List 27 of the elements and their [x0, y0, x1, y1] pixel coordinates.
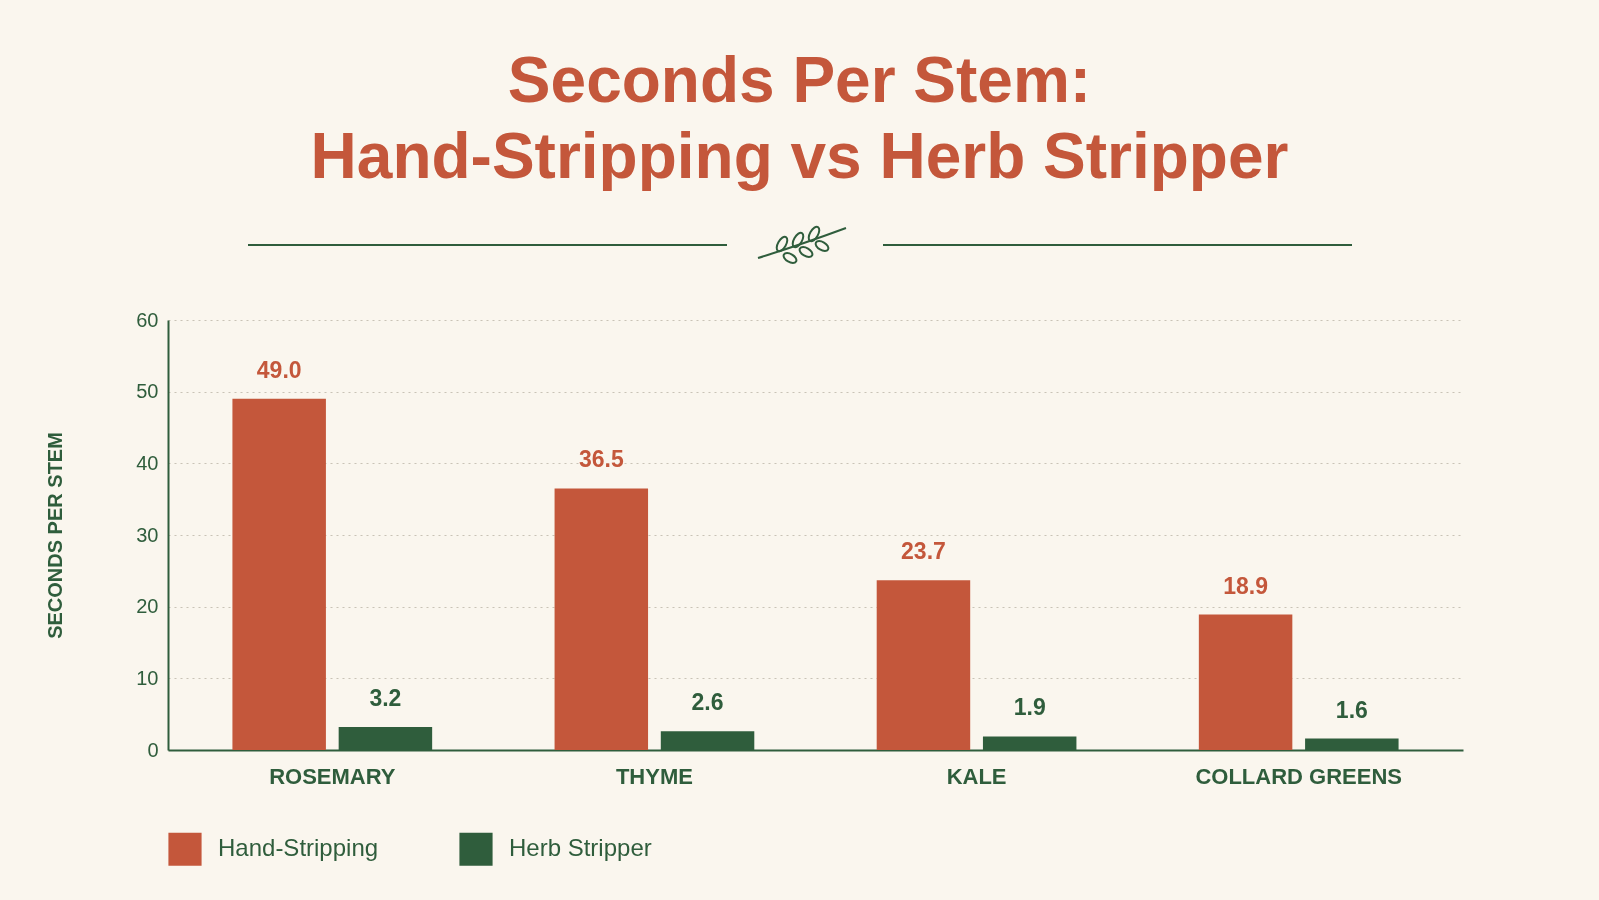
y-tick-label: 40 [136, 451, 159, 474]
bar [876, 580, 971, 750]
x-tick-label: KALE [946, 763, 1007, 789]
x-tick-label: ROSEMARY [269, 763, 396, 789]
chart-title: Seconds Per Stem: Hand-Stripping vs Herb Stripper [310, 44, 1289, 192]
x-tick-label: COLLARD GREENS [1195, 763, 1402, 789]
y-tick-label: 0 [147, 738, 159, 761]
y-tick-label: 60 [136, 308, 159, 331]
y-tick-label: 10 [136, 666, 159, 689]
legend-label: Herb Stripper [509, 834, 652, 862]
data-label: 2.6 [691, 689, 724, 716]
legend-label: Hand-Stripping [218, 834, 379, 862]
y-tick-label: 20 [136, 595, 159, 618]
data-label: 23.7 [901, 538, 946, 565]
data-label: 1.9 [1013, 694, 1046, 721]
data-label: 36.5 [578, 446, 624, 473]
data-label: 1.6 [1335, 696, 1368, 723]
data-label: 3.2 [369, 685, 402, 712]
bar [232, 398, 326, 750]
bar [1198, 614, 1293, 750]
y-axis-title: SECONDS PER STEM [44, 432, 67, 639]
x-tick-label: THYME [615, 763, 693, 789]
bar [554, 488, 649, 750]
y-tick-label: 30 [136, 523, 159, 546]
data-label: 18.9 [1223, 572, 1268, 599]
data-label: 49.0 [256, 356, 302, 383]
y-tick-label: 50 [136, 380, 159, 403]
